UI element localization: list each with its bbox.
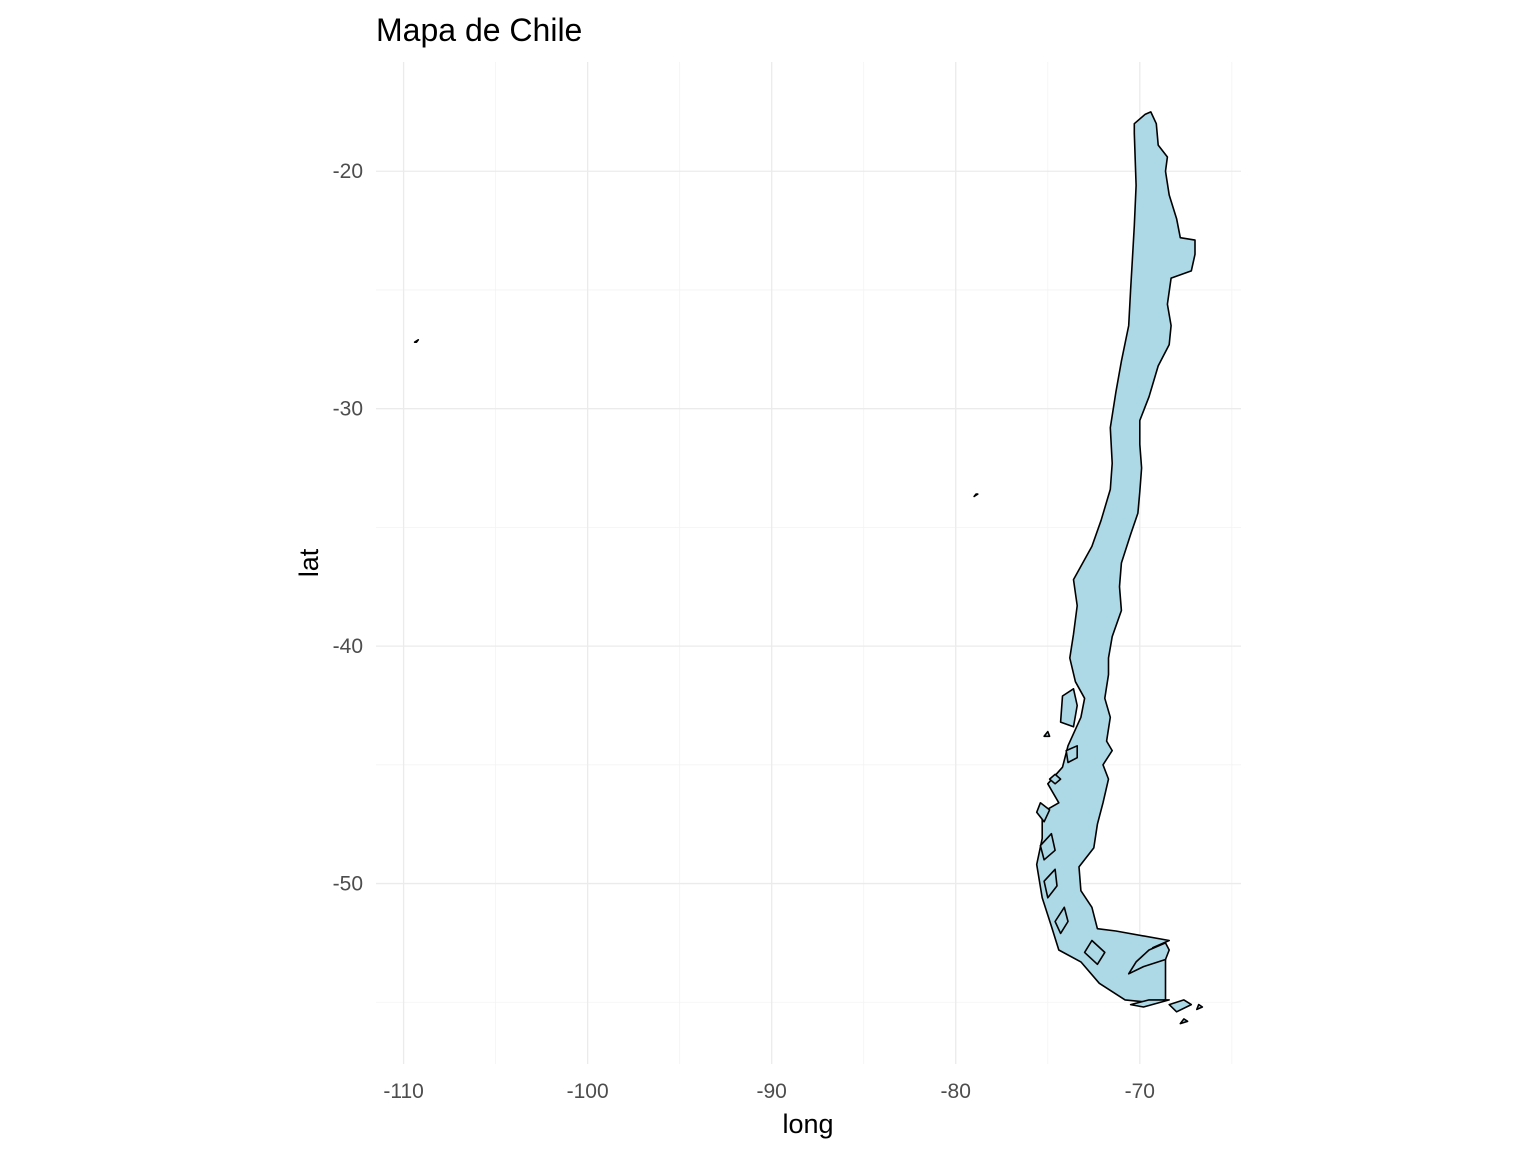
region-polygon-2: [1129, 999, 1170, 1008]
region-polygon-11: [1059, 687, 1078, 728]
x-axis-ticks: -110 -100 -90 -80 -70: [383, 1080, 1155, 1103]
y-tick-label: -20: [333, 160, 363, 183]
plot-title: Mapa de Chile: [376, 12, 582, 48]
x-tick-label: -70: [1125, 1080, 1155, 1103]
y-axis-ticks: -20 -30 -40 -50: [333, 160, 363, 895]
region-polygon-5: [1179, 1018, 1189, 1025]
region-polygon-12: [1065, 744, 1078, 764]
region-polygon-13: [1048, 773, 1062, 785]
region-polygon-7: [1054, 906, 1069, 935]
region-polygon-0: [1035, 111, 1196, 1004]
region-polygon-3: [1168, 999, 1193, 1013]
x-axis-title: long: [782, 1109, 833, 1139]
x-tick-label: -80: [941, 1080, 971, 1103]
country-regions: [413, 111, 1204, 1025]
region-polygon-9: [1039, 832, 1056, 861]
region-polygon-1: [1127, 942, 1170, 975]
region-polygon-4: [1196, 1003, 1204, 1011]
x-tick-label: -90: [757, 1080, 787, 1103]
grid-lines: [376, 62, 1241, 1064]
x-tick-label: -100: [567, 1080, 609, 1103]
region-polygon-8: [1043, 868, 1058, 899]
region-polygon-14: [1043, 730, 1051, 738]
y-axis-title: lat: [294, 548, 324, 577]
y-tick-label: -40: [333, 635, 363, 658]
region-polygon-10: [1035, 801, 1051, 823]
region-polygon-15: [413, 338, 420, 344]
x-tick-label: -110: [383, 1080, 423, 1103]
y-tick-label: -30: [333, 398, 363, 421]
region-polygon-6: [1083, 939, 1106, 966]
region-polygon-16: [973, 493, 979, 498]
y-tick-label: -50: [333, 873, 363, 896]
